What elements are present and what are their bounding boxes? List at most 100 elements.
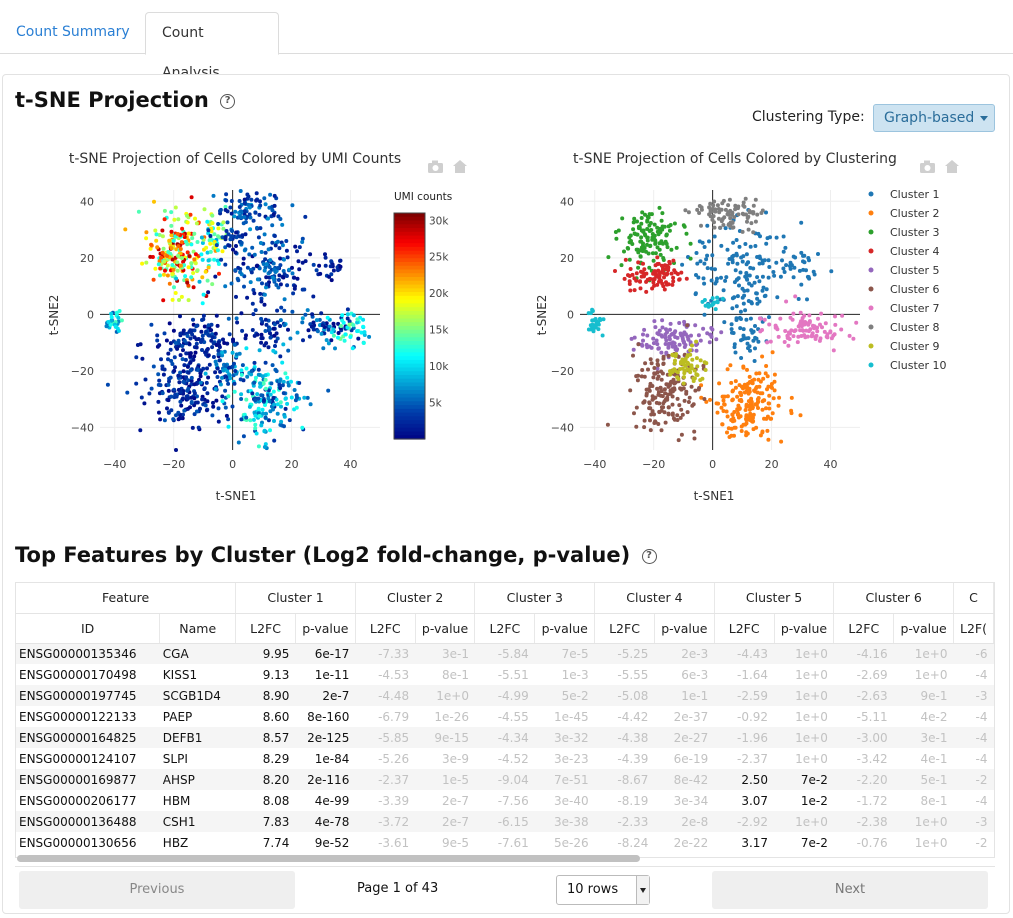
cell-point [324, 321, 329, 326]
cell-point [224, 198, 229, 203]
feature-name-cell: SLPI [162, 751, 188, 766]
sub-header-cell[interactable]: Name [159, 613, 237, 644]
help-icon[interactable]: ? [641, 548, 657, 564]
clustering-type-label: Clustering Type: [752, 109, 865, 125]
cell-point [271, 261, 276, 266]
tab-count-summary[interactable]: Count Summary [16, 24, 130, 40]
legend-label[interactable]: Cluster 6 [890, 283, 940, 296]
sub-header-cell[interactable]: p-value [654, 613, 715, 644]
cell-point [683, 332, 688, 337]
legend-label[interactable]: Cluster 1 [890, 188, 940, 201]
cell-point [659, 350, 664, 355]
cell-point [186, 283, 191, 288]
cell-point [801, 267, 806, 272]
table-row[interactable]: ENSG00000170498 KISS1 9.13 1e-11 -4.53 8e-1 -5… [16, 664, 994, 685]
cell-point [761, 376, 766, 381]
sub-header-cell[interactable]: L2FC [833, 613, 895, 644]
l2fc-cell: -2.33 [594, 811, 655, 832]
sub-header-cell[interactable]: L2FC [235, 613, 296, 644]
x-tick-label: 20 [765, 458, 779, 471]
cell-point [220, 375, 224, 380]
home-icon[interactable] [945, 160, 959, 173]
sub-header-cell[interactable]: L2F( [953, 613, 994, 644]
cell-point [181, 348, 185, 353]
cell-point [361, 317, 366, 322]
cell-point [666, 384, 671, 389]
cell-point [670, 282, 675, 287]
legend-label[interactable]: Cluster 2 [890, 207, 940, 220]
sub-header-cell[interactable]: p-value [295, 613, 356, 644]
table-row[interactable]: ENSG00000130656 HBZ 7.74 9e-52 -3.61 9e-5 -7.6… [16, 832, 994, 853]
tab-count-analysis[interactable]: Count Analysis [145, 12, 279, 81]
cell-point [188, 328, 193, 333]
pvalue-cell: 1e+0 [795, 751, 828, 766]
cell-point [680, 336, 685, 341]
legend-label[interactable]: Cluster 10 [890, 359, 947, 372]
sub-header-cell[interactable]: L2FC [594, 613, 655, 644]
cell-point [226, 381, 231, 386]
rows-per-page-value: 10 rows [567, 882, 619, 897]
cell-point [753, 197, 758, 202]
cell-point [251, 288, 256, 292]
rows-per-page-select[interactable]: 10 rows [556, 875, 650, 905]
sub-header-cell[interactable]: p-value [534, 613, 596, 644]
cell-point [668, 321, 673, 326]
colorbar-band [394, 416, 425, 421]
table-row[interactable]: ENSG00000197745 SCGB1D4 8.90 2e-7 -4.48 1e+0-… [16, 685, 994, 706]
cell-point [175, 346, 180, 351]
cell-point [712, 220, 716, 225]
l2fc-cell: -5.08 [594, 685, 655, 706]
cell-point [247, 205, 252, 210]
legend-label[interactable]: Cluster 8 [890, 321, 940, 334]
cell-point [314, 318, 319, 323]
y-tick-label: 40 [80, 195, 94, 208]
y-tick-label: 20 [80, 252, 94, 265]
next-button[interactable]: Next [712, 871, 988, 909]
cell-point [805, 274, 810, 279]
table-row[interactable]: ENSG00000164825 DEFB1 8.57 2e-125 -5.85 9e-15… [16, 727, 994, 748]
cell-point [175, 260, 180, 265]
cell-point [204, 329, 209, 334]
table-row[interactable]: ENSG00000206177 HBM 8.08 4e-99 -3.39 2e-7 -7.5… [16, 790, 994, 811]
help-icon[interactable]: ? [220, 93, 236, 109]
cell-point [655, 274, 660, 279]
features-table-wrapper[interactable]: Feature Cluster 1 Cluster 2 Cluster 3 Cl… [15, 582, 995, 858]
pvalue-cell: 3e-1 [415, 643, 475, 664]
home-icon[interactable] [453, 160, 467, 173]
camera-icon[interactable] [428, 160, 443, 174]
legend-label[interactable]: Cluster 4 [890, 245, 940, 258]
sub-header-cell[interactable]: L2FC [355, 613, 416, 644]
cell-point [656, 390, 661, 395]
sub-header-cell[interactable]: L2FC [714, 613, 775, 644]
table-row[interactable]: ENSG00000169877 AHSP 8.20 2e-116 -2.37 1e-5 -9… [16, 769, 994, 790]
camera-icon[interactable] [920, 160, 935, 174]
table-row[interactable]: ENSG00000122133 PAEP 8.60 8e-160 -6.79 1e-26-… [16, 706, 994, 727]
table-row[interactable]: ENSG00000135346 CGA 9.95 6e-17 -7.33 3e-1 -5.8… [16, 643, 994, 664]
cell-point [108, 322, 113, 327]
cell-point [200, 301, 205, 306]
cell-point [701, 363, 706, 368]
cell-point [280, 360, 285, 365]
legend-label[interactable]: Cluster 9 [890, 340, 940, 353]
cell-point [239, 417, 244, 422]
legend-label[interactable]: Cluster 5 [890, 264, 940, 277]
pvalue-cell: 8e-1 [920, 793, 948, 808]
sub-header-cell[interactable]: ID [16, 613, 161, 644]
l2fc-cell: -0.92 [737, 709, 769, 724]
cell-point [601, 317, 606, 322]
sub-header-cell[interactable]: p-value [415, 613, 476, 644]
legend-label[interactable]: Cluster 7 [890, 302, 940, 315]
cell-point [637, 225, 642, 230]
sub-header-cell[interactable]: p-value [893, 613, 954, 644]
clustering-type-dropdown[interactable]: Graph-based [873, 104, 995, 132]
table-row[interactable]: ENSG00000124107 SLPI 8.29 1e-84 -5.26 3e-9 -4.… [16, 748, 994, 769]
l2fc-cell: 8.20 [235, 769, 296, 790]
legend-label[interactable]: Cluster 3 [890, 226, 940, 239]
table-row[interactable]: ENSG00000136488 CSH1 7.83 4e-78 -3.72 2e-7 -6.… [16, 811, 994, 832]
previous-button[interactable]: Previous [19, 871, 295, 909]
cell-point [766, 384, 771, 389]
sub-header-cell[interactable]: p-value [774, 613, 835, 644]
cell-point [655, 245, 660, 250]
horizontal-scrollbar[interactable] [17, 855, 640, 862]
sub-header-cell[interactable]: L2FC [474, 613, 536, 644]
